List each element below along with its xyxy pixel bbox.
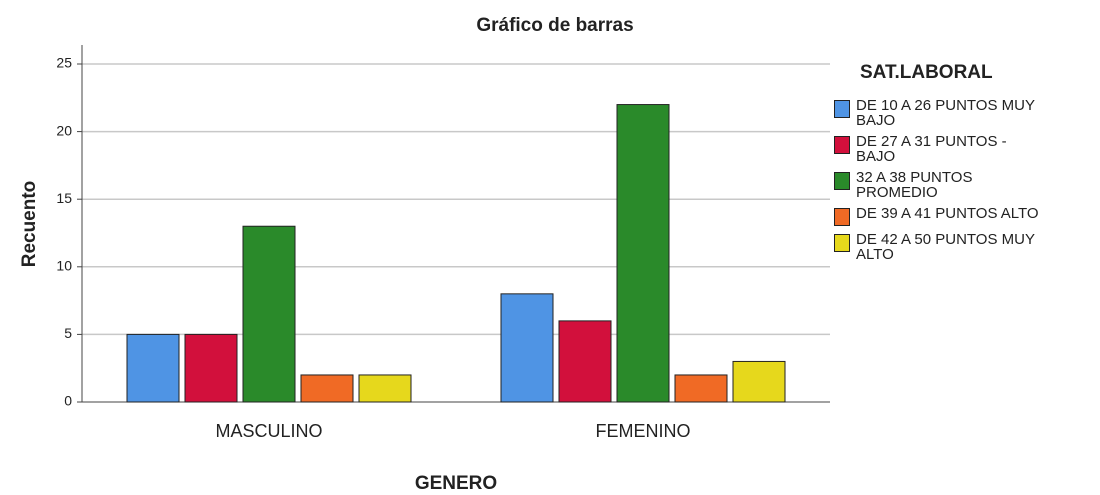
bar: [500, 293, 554, 403]
bar: [358, 374, 412, 403]
legend-swatch: [834, 208, 850, 226]
legend-label: DE 39 A 41 PUNTOS ALTO: [856, 205, 1039, 222]
y-tick-label: 5: [64, 325, 72, 341]
y-tick-label: 20: [56, 122, 72, 138]
legend-label: DE 27 A 31 PUNTOS - BAJO: [856, 133, 1007, 165]
legend-swatch: [834, 100, 850, 118]
bar: [616, 104, 670, 403]
y-tick-label: 15: [56, 190, 72, 206]
legend-entry: DE 10 A 26 PUNTOS MUY BAJO: [834, 98, 1098, 128]
bar: [674, 374, 728, 403]
legend-label: 32 A 38 PUNTOS PROMEDIO: [856, 169, 973, 201]
legend-entry: DE 42 A 50 PUNTOS MUY ALTO: [834, 232, 1098, 262]
legend-swatch: [834, 136, 850, 154]
bar: [558, 320, 612, 403]
x-tick-label: FEMENINO: [595, 421, 690, 441]
bar: [300, 374, 354, 403]
bar: [184, 333, 238, 403]
legend-entry: DE 39 A 41 PUNTOS ALTO: [834, 206, 1098, 226]
x-tick-label: MASCULINO: [215, 421, 322, 441]
legend-label: DE 10 A 26 PUNTOS MUY BAJO: [856, 97, 1035, 129]
x-axis-title: GENERO: [415, 473, 497, 494]
legend-label: DE 42 A 50 PUNTOS MUY ALTO: [856, 231, 1035, 263]
legend-title: SAT.LABORAL: [860, 62, 993, 83]
y-axis-title: Recuento: [19, 181, 40, 268]
y-tick-label: 10: [56, 258, 72, 274]
y-tick-label: 25: [56, 55, 72, 71]
y-tick-label: 0: [64, 393, 72, 409]
bar: [126, 333, 180, 403]
legend-swatch: [834, 234, 850, 252]
chart-title: Gráfico de barras: [476, 15, 633, 36]
legend-swatch: [834, 172, 850, 190]
bar: [242, 225, 296, 403]
legend: SAT.LABORAL DE 10 A 26 PUNTOS MUY BAJO DE…: [834, 62, 1098, 268]
bar: [732, 360, 786, 403]
legend-entry: 32 A 38 PUNTOS PROMEDIO: [834, 170, 1098, 200]
legend-entry: DE 27 A 31 PUNTOS - BAJO: [834, 134, 1098, 164]
